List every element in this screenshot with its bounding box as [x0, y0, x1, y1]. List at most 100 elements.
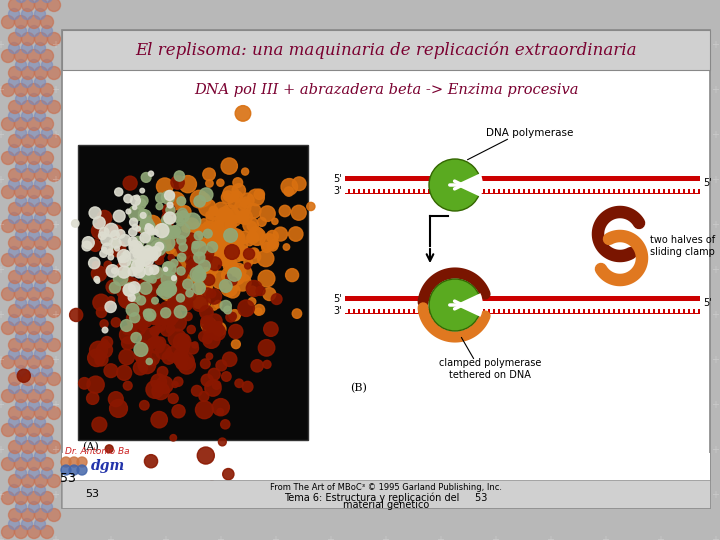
Circle shape: [35, 518, 45, 530]
Text: +: +: [436, 490, 444, 500]
Circle shape: [195, 401, 213, 418]
Text: +: +: [271, 265, 279, 275]
Circle shape: [248, 298, 256, 306]
Circle shape: [1, 457, 14, 470]
Circle shape: [199, 332, 209, 342]
Circle shape: [192, 250, 201, 260]
Circle shape: [147, 313, 154, 320]
Circle shape: [177, 253, 186, 261]
Circle shape: [16, 195, 27, 206]
Circle shape: [42, 332, 53, 342]
Circle shape: [138, 210, 151, 222]
Bar: [660, 302, 662, 313]
Circle shape: [258, 270, 275, 287]
Circle shape: [16, 127, 27, 138]
Circle shape: [42, 0, 53, 3]
Circle shape: [200, 359, 210, 369]
Bar: [345, 176, 700, 181]
Circle shape: [35, 202, 48, 215]
Text: two halves of
sliding clamp: two halves of sliding clamp: [650, 235, 715, 257]
Circle shape: [226, 312, 235, 322]
Text: +: +: [161, 445, 169, 455]
Circle shape: [237, 213, 248, 224]
Circle shape: [140, 213, 146, 218]
Circle shape: [212, 257, 217, 264]
Circle shape: [14, 219, 27, 233]
Bar: [380, 182, 382, 193]
Text: +: +: [711, 535, 719, 540]
Bar: [685, 182, 688, 193]
Circle shape: [212, 271, 229, 289]
Circle shape: [227, 226, 235, 234]
Circle shape: [225, 268, 243, 286]
Text: +: +: [381, 445, 389, 455]
Text: +: +: [216, 400, 224, 410]
Text: +: +: [381, 175, 389, 185]
Text: (B): (B): [350, 383, 367, 393]
Circle shape: [114, 188, 123, 196]
Circle shape: [228, 197, 240, 208]
Text: +: +: [51, 130, 59, 140]
Circle shape: [130, 305, 145, 319]
Circle shape: [202, 221, 215, 233]
Bar: [675, 302, 678, 313]
Circle shape: [179, 250, 189, 260]
Circle shape: [16, 93, 27, 105]
Circle shape: [235, 246, 250, 260]
Bar: [375, 182, 377, 193]
Circle shape: [22, 280, 32, 292]
Text: 3': 3': [333, 186, 342, 197]
Circle shape: [162, 211, 176, 225]
Circle shape: [35, 237, 48, 249]
Circle shape: [77, 457, 87, 467]
Circle shape: [179, 206, 191, 218]
Circle shape: [194, 257, 212, 274]
Circle shape: [201, 318, 216, 333]
Circle shape: [231, 340, 240, 349]
Text: +: +: [491, 85, 499, 95]
Circle shape: [120, 326, 138, 344]
Circle shape: [9, 280, 19, 292]
Bar: [445, 182, 448, 193]
Text: +: +: [0, 265, 4, 275]
Text: +: +: [546, 310, 554, 320]
Circle shape: [215, 230, 226, 241]
Bar: [580, 302, 582, 313]
Circle shape: [140, 220, 156, 235]
Text: +: +: [656, 490, 664, 500]
Circle shape: [156, 376, 173, 394]
Circle shape: [22, 450, 32, 462]
Circle shape: [227, 210, 241, 224]
Text: +: +: [0, 40, 4, 50]
Circle shape: [117, 249, 130, 262]
Circle shape: [16, 25, 27, 37]
Text: +: +: [711, 130, 719, 140]
Circle shape: [146, 313, 156, 322]
Circle shape: [224, 193, 231, 200]
Text: +: +: [381, 40, 389, 50]
Circle shape: [236, 265, 252, 281]
Circle shape: [61, 465, 71, 475]
Circle shape: [35, 179, 45, 190]
Circle shape: [130, 302, 137, 309]
Circle shape: [147, 238, 162, 253]
Bar: [595, 182, 598, 193]
Bar: [635, 302, 637, 313]
Bar: [610, 182, 613, 193]
Text: +: +: [326, 175, 334, 185]
Circle shape: [231, 191, 243, 202]
Bar: [370, 302, 372, 313]
Bar: [625, 182, 628, 193]
Circle shape: [180, 345, 189, 353]
Text: +: +: [436, 220, 444, 230]
Circle shape: [163, 289, 170, 295]
Circle shape: [168, 254, 174, 261]
Circle shape: [166, 325, 175, 334]
Circle shape: [210, 222, 224, 236]
Circle shape: [197, 447, 215, 464]
Circle shape: [222, 372, 231, 381]
Circle shape: [132, 322, 145, 335]
Circle shape: [119, 291, 136, 308]
Circle shape: [9, 441, 22, 454]
Circle shape: [22, 134, 35, 147]
